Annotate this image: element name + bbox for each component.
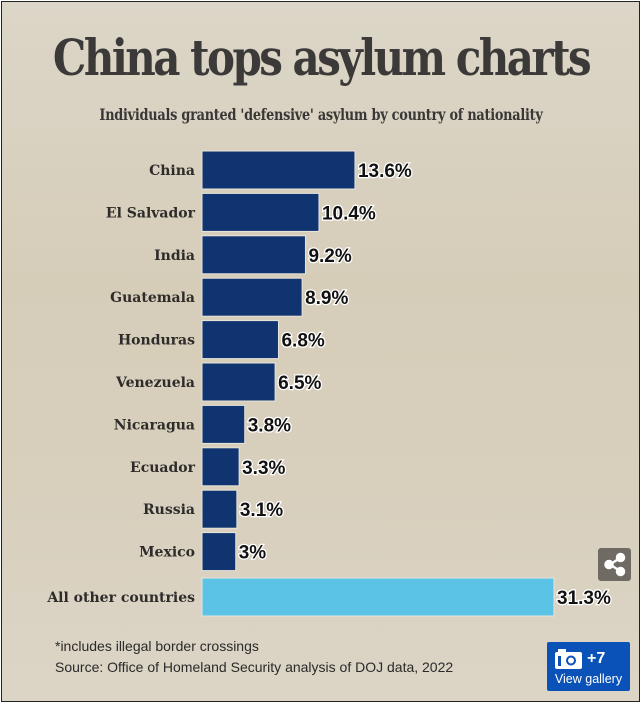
value-label: 31.3%	[557, 588, 611, 609]
bar	[201, 320, 279, 360]
value-label: 3.8%	[248, 415, 291, 436]
category-label: Russia	[143, 502, 195, 518]
bar	[201, 192, 320, 232]
value-label: 3.3%	[242, 458, 285, 479]
category-label: Ecuador	[130, 460, 196, 476]
bar	[201, 404, 246, 444]
value-label: 8.9%	[305, 288, 348, 309]
category-label: Guatemala	[110, 290, 195, 306]
category-label: All other countries	[46, 590, 195, 606]
value-label: 6.5%	[278, 373, 321, 394]
category-label: Nicaragua	[114, 417, 195, 433]
bar	[201, 489, 238, 529]
view-gallery-button[interactable]: +7 View gallery	[547, 642, 630, 691]
camera-icon	[555, 649, 582, 669]
bar	[201, 362, 276, 402]
bar	[201, 150, 356, 190]
category-label: China	[149, 163, 195, 179]
chart-title: China tops asylum charts	[52, 28, 591, 87]
value-label: 3%	[239, 543, 267, 564]
value-label: 6.8%	[281, 331, 324, 352]
value-label: 10.4%	[322, 203, 376, 224]
bar	[201, 447, 240, 487]
value-label: 13.6%	[358, 161, 412, 182]
bar	[201, 277, 303, 317]
category-label: Honduras	[118, 333, 195, 349]
share-button[interactable]	[598, 548, 631, 581]
bar	[201, 577, 555, 617]
bar	[201, 235, 306, 275]
chart-subtitle: Individuals granted 'defensive' asylum b…	[98, 105, 543, 124]
category-label: Venezuela	[115, 375, 195, 391]
category-label: El Salvador	[106, 205, 196, 221]
category-label: India	[154, 248, 195, 264]
gallery-count: +7	[587, 650, 606, 667]
share-icon	[604, 552, 626, 577]
category-label: Mexico	[139, 545, 195, 561]
source-note: Source: Office of Homeland Security anal…	[55, 659, 454, 675]
footnote: *includes illegal border crossings	[55, 638, 259, 654]
value-label: 3.1%	[240, 500, 283, 521]
value-label: 9.2%	[308, 246, 351, 267]
bar	[201, 532, 237, 572]
gallery-label: View gallery	[554, 672, 623, 686]
